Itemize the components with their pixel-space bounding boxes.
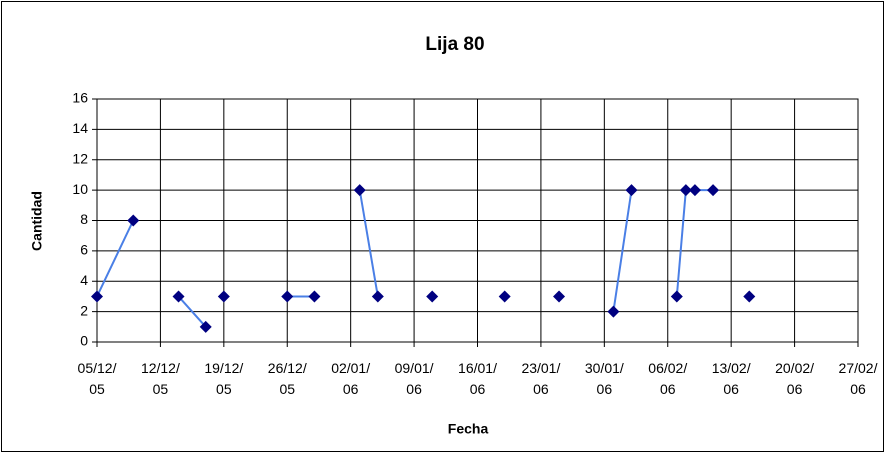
data-point: [670, 290, 683, 303]
x-tick-label: 27/02/ 06: [838, 360, 878, 397]
x-tick-label: 13/02/ 06: [711, 360, 751, 397]
y-tick-label: 6: [80, 242, 88, 258]
y-tick-label: 10: [72, 181, 88, 197]
data-point: [172, 290, 185, 303]
x-tick-label: 06/02/ 06: [648, 360, 688, 397]
x-tick-label: 20/02/ 06: [775, 360, 815, 397]
data-point: [281, 290, 294, 303]
y-tick-label: 14: [72, 120, 88, 136]
data-point: [607, 305, 620, 318]
y-tick-label: 8: [80, 211, 88, 227]
plot-border: [96, 98, 859, 343]
data-point: [371, 290, 384, 303]
x-tick-label: 23/01/ 06: [521, 360, 561, 397]
y-axis-label: Cantidad: [29, 191, 45, 251]
data-point: [743, 290, 756, 303]
y-tick-label: 2: [80, 302, 88, 318]
y-tick-label: 4: [80, 272, 88, 288]
x-tick-label: 05/12/ 05: [77, 360, 117, 397]
x-tick-label: 02/01/ 06: [331, 360, 371, 397]
data-point: [91, 290, 103, 303]
data-point: [308, 290, 321, 303]
x-tick-label: 19/12/ 05: [204, 360, 244, 397]
y-tick-label: 12: [72, 150, 88, 166]
y-tick-label: 0: [80, 333, 88, 349]
x-tick-label: 30/01/ 06: [584, 360, 624, 397]
x-tick-label: 16/01/ 06: [458, 360, 497, 397]
data-point: [679, 184, 692, 197]
x-tick-label: 12/12/ 05: [140, 360, 180, 397]
data-point: [127, 214, 140, 227]
data-point: [353, 184, 366, 197]
x-tick-label: 26/12/ 05: [267, 360, 307, 397]
data-point: [625, 184, 638, 197]
data-point: [553, 290, 566, 303]
data-point: [688, 184, 701, 197]
x-tick-label: 09/01/ 06: [394, 360, 434, 397]
y-tick-label: 16: [72, 90, 88, 106]
data-point: [217, 290, 230, 303]
x-axis-label: Fecha: [448, 421, 489, 437]
data-point: [498, 290, 511, 303]
data-point: [199, 320, 212, 333]
data-point: [707, 184, 720, 197]
chart-title: Lija 80: [425, 34, 484, 55]
data-point: [426, 290, 439, 303]
